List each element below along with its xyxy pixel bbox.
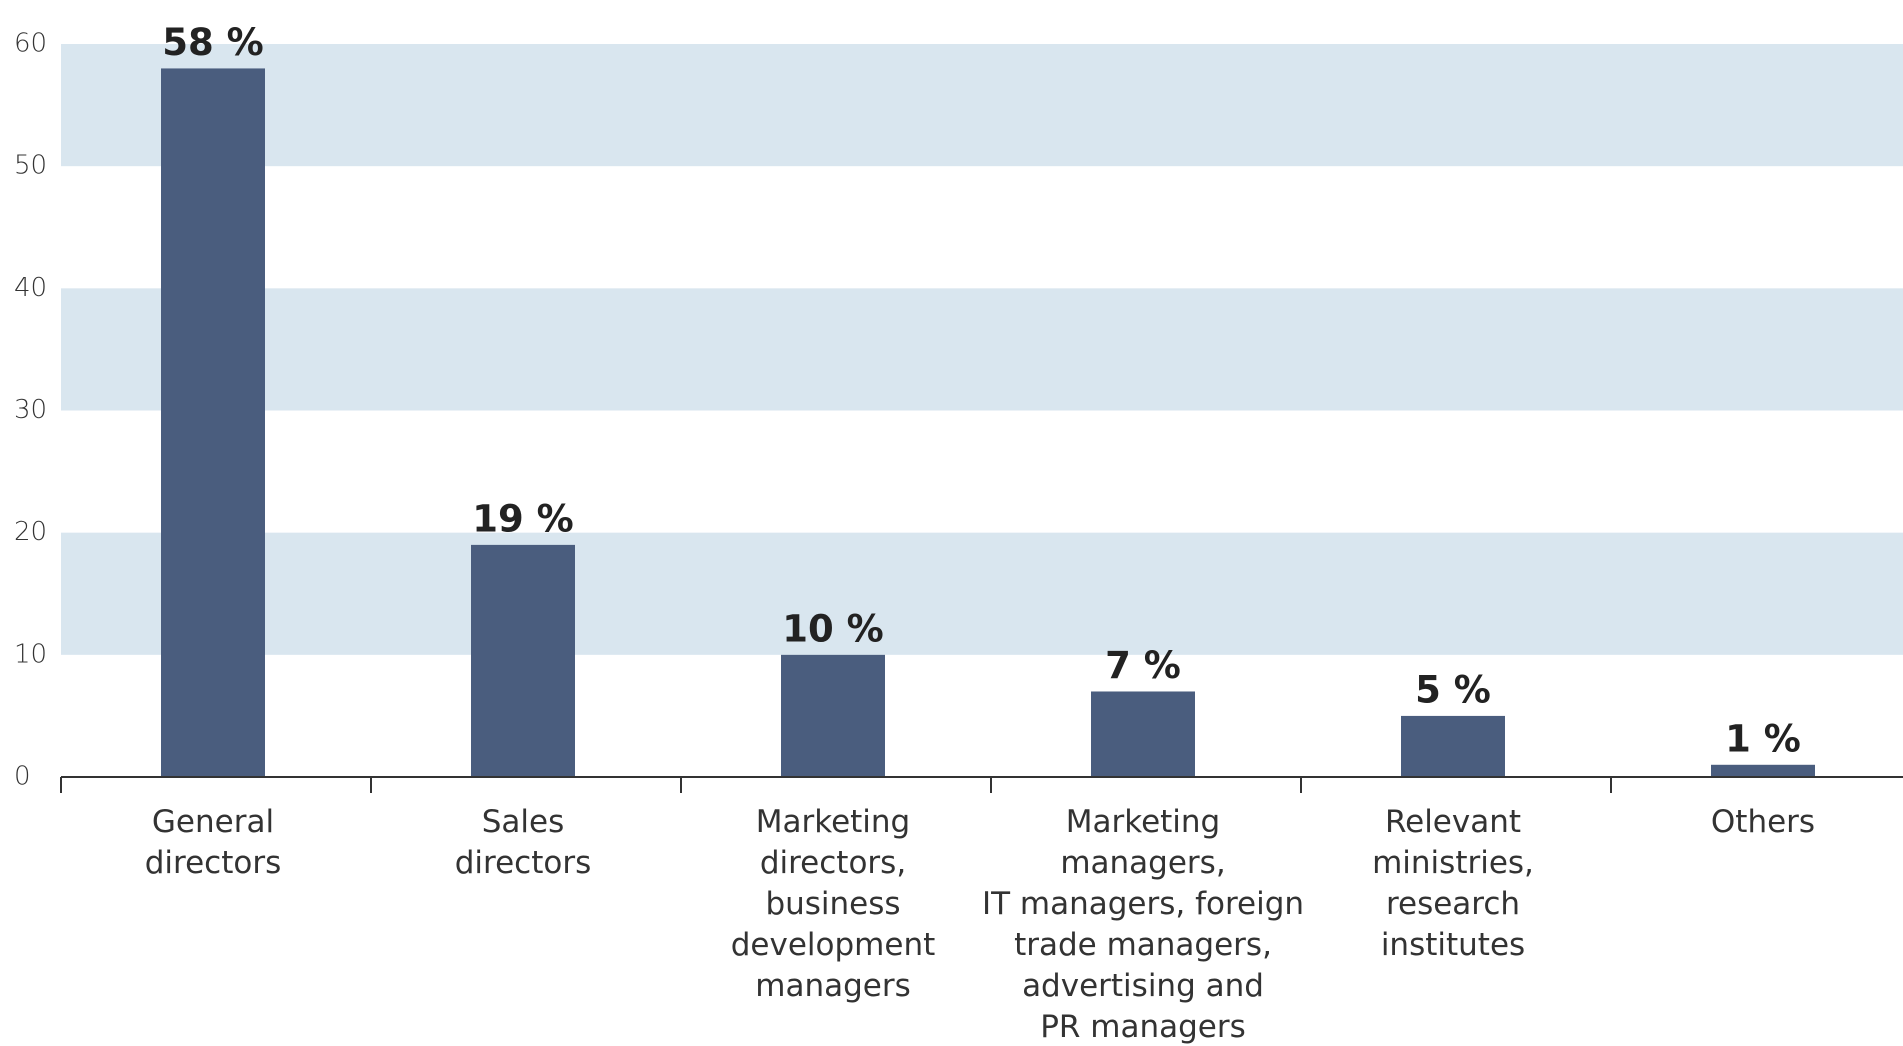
y-tick-label: 10 [14, 639, 47, 669]
y-tick-label: 60 [14, 29, 47, 59]
x-tick-label: Sales directors [455, 804, 592, 881]
x-tick-label: Relevant ministries, research institutes [1372, 804, 1534, 963]
bar [1401, 715, 1505, 777]
grid-band [61, 44, 1903, 167]
value-label: 19 % [472, 497, 573, 540]
y-tick-label: 50 [14, 151, 47, 181]
y-tick-label: 30 [14, 395, 47, 425]
value-label: 58 % [162, 21, 263, 64]
value-label: 7 % [1105, 644, 1181, 687]
value-label: 5 % [1415, 668, 1491, 711]
x-tick-label: Marketing directors, business development ma… [731, 804, 936, 1004]
grid-band [61, 532, 1903, 655]
value-label: 10 % [782, 607, 883, 650]
y-tick-label: 0 [14, 762, 31, 792]
x-tick-label: Marketing managers, IT managers, foreign tr… [982, 804, 1304, 1045]
bar [781, 654, 885, 777]
value-label: 1 % [1725, 717, 1801, 760]
x-tick-label: Others [1711, 804, 1815, 840]
x-tick-label: General directors [145, 804, 282, 881]
bar [161, 68, 265, 777]
bar [1091, 691, 1195, 777]
bar [1711, 764, 1815, 777]
bar [471, 544, 575, 777]
y-tick-label: 20 [14, 517, 47, 547]
y-tick-label: 40 [14, 273, 47, 303]
grid-band [61, 288, 1903, 411]
